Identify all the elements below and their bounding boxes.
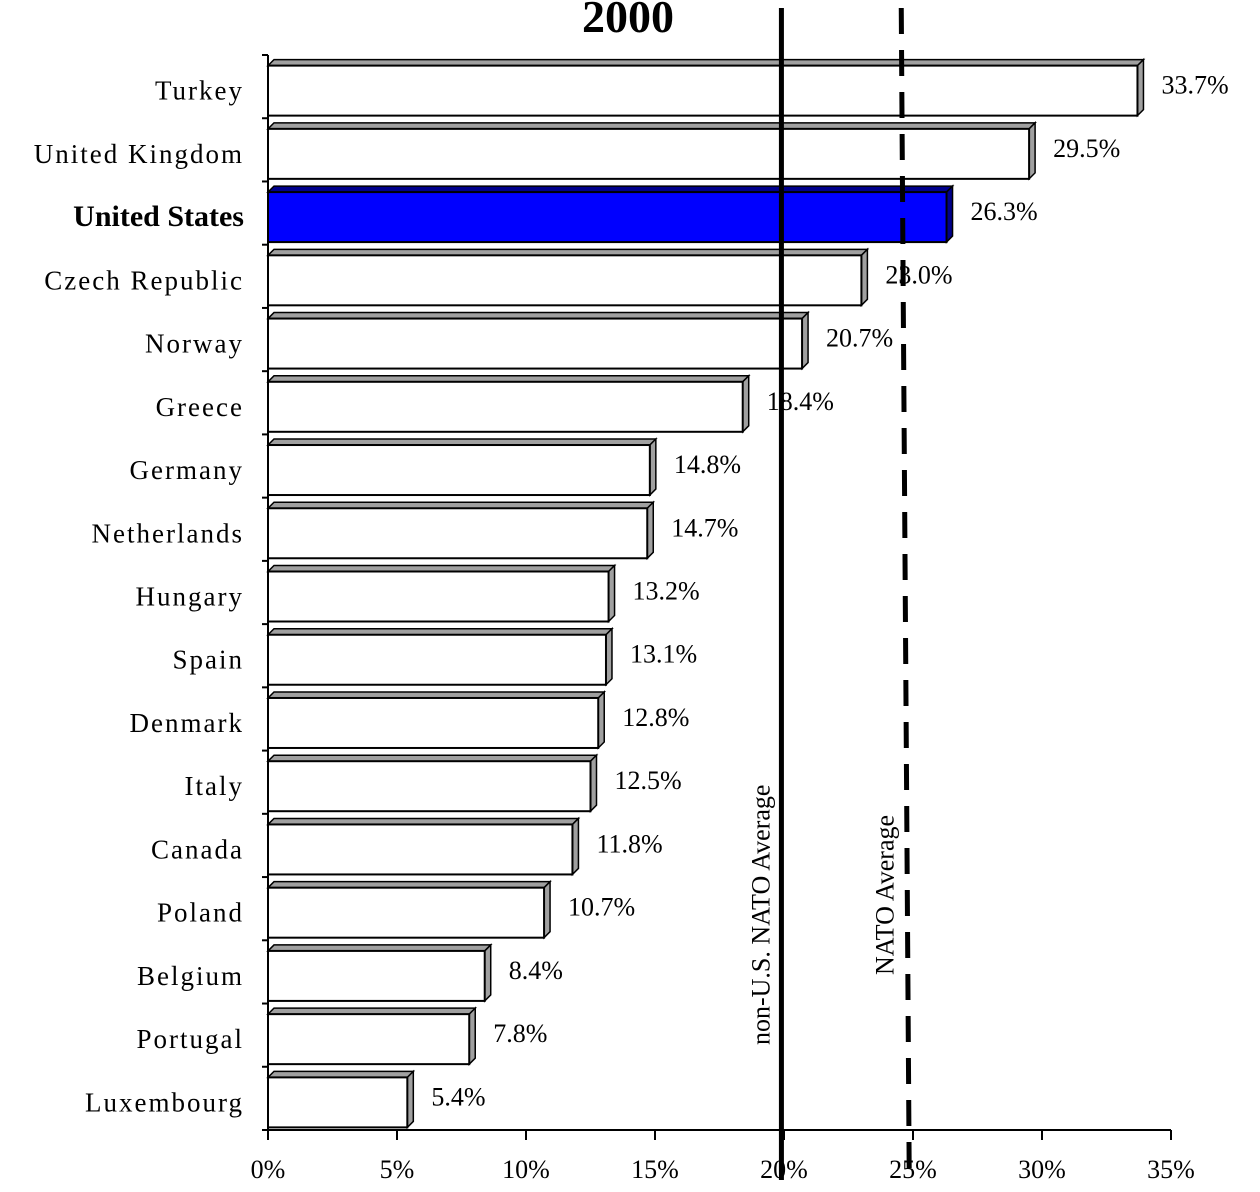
- bar-group: Spain 13.1%: [172, 626, 697, 687]
- bar-group: Poland 10.7%: [157, 879, 635, 940]
- bar: [267, 949, 486, 1002]
- bar: [267, 570, 610, 623]
- value-label: 33.7%: [1161, 71, 1228, 100]
- bar-group: United States 26.3%: [73, 184, 1038, 244]
- value-label: 13.2%: [633, 577, 700, 606]
- category-label: Luxembourg: [85, 1087, 244, 1117]
- category-label: Belgium: [137, 961, 244, 991]
- value-label: 14.8%: [674, 450, 741, 479]
- x-tick-label: 0%: [251, 1155, 286, 1184]
- bar-group: Turkey 33.7%: [155, 57, 1229, 118]
- value-label: 12.5%: [615, 766, 682, 795]
- x-tick-label: 15%: [631, 1155, 679, 1184]
- bar: [267, 760, 592, 813]
- category-label: Czech Republic: [44, 265, 244, 295]
- category-label: United Kingdom: [34, 139, 244, 169]
- bar: [267, 254, 863, 307]
- category-label: Hungary: [136, 582, 244, 612]
- bar: [267, 317, 804, 370]
- nato-average-label: NATO Average: [870, 815, 899, 975]
- bar: [267, 444, 651, 497]
- category-label: United States: [73, 200, 244, 233]
- value-label: 7.8%: [493, 1019, 547, 1048]
- category-label: Poland: [157, 898, 244, 928]
- bar-group: Hungary 13.2%: [136, 563, 700, 624]
- bar-group: Greece 18.4%: [156, 373, 834, 434]
- category-label: Germany: [130, 455, 244, 485]
- bar-group: Luxembourg 5.4%: [85, 1069, 485, 1130]
- value-label: 29.5%: [1053, 134, 1120, 163]
- x-tick-label: 35%: [1147, 1155, 1195, 1184]
- axes-layer: 0% 5% 10% 15% 20% 25% 30% 35%: [251, 54, 1195, 1184]
- bar: [267, 380, 744, 433]
- category-label: Spain: [172, 645, 244, 675]
- category-label: Canada: [151, 834, 244, 864]
- non-us-nato-average-label: non-U.S. NATO Average: [746, 785, 775, 1045]
- value-label: 13.1%: [630, 640, 697, 669]
- bar: [267, 507, 649, 560]
- bar-group: Belgium 8.4%: [137, 943, 563, 1003]
- x-tick-label: 20%: [760, 1155, 808, 1184]
- bar: [267, 696, 600, 749]
- bar-group: Canada 11.8%: [151, 816, 663, 877]
- bar: [267, 886, 546, 939]
- x-tick-label: 5%: [380, 1155, 415, 1184]
- value-label: 26.3%: [971, 197, 1038, 226]
- value-label: 8.4%: [509, 956, 563, 985]
- x-tick-label: 25%: [889, 1155, 937, 1184]
- nato-average-line: [898, 7, 912, 1181]
- value-label: 18.4%: [767, 387, 834, 416]
- bar-group: Portugal 7.8%: [137, 1006, 547, 1066]
- value-label: 10.7%: [568, 893, 635, 922]
- bar: [267, 823, 574, 876]
- bar: [267, 1076, 409, 1129]
- category-label: Italy: [185, 771, 244, 801]
- chart-title: 2000: [582, 0, 674, 42]
- bar-group: Germany 14.8%: [130, 437, 741, 497]
- bar-group: Norway 20.7%: [145, 310, 893, 371]
- reference-lines-layer: non-U.S. NATO Average NATO Average: [746, 7, 912, 1181]
- bar-group: Netherlands 14.7%: [92, 500, 738, 561]
- bar: [267, 127, 1031, 180]
- value-label: 11.8%: [596, 829, 662, 858]
- bar: [267, 191, 948, 244]
- value-label: 5.4%: [431, 1082, 485, 1111]
- category-label: Netherlands: [92, 518, 244, 548]
- category-label: Denmark: [130, 708, 244, 738]
- x-tick-label: 10%: [502, 1155, 550, 1184]
- bar-group: Italy 12.5%: [185, 753, 682, 814]
- value-label: 23.0%: [885, 260, 952, 289]
- x-tick-label: 30%: [1018, 1155, 1066, 1184]
- value-label: 14.7%: [671, 513, 738, 542]
- bar-group: United Kingdom 29.5%: [34, 121, 1120, 181]
- category-label: Turkey: [155, 76, 244, 106]
- bar: [267, 1013, 471, 1066]
- bar-group: Czech Republic 23.0%: [44, 247, 953, 308]
- bar-group: Denmark 12.8%: [130, 690, 689, 750]
- value-label: 20.7%: [826, 324, 893, 353]
- bar: [267, 633, 607, 686]
- bar: [267, 64, 1139, 117]
- bars-layer: Turkey 33.7% United Kingdom 29.5% United Sta…: [34, 57, 1229, 1130]
- category-label: Norway: [145, 329, 244, 359]
- value-label: 12.8%: [622, 703, 689, 732]
- category-label: Greece: [156, 392, 244, 422]
- category-label: Portugal: [137, 1024, 245, 1054]
